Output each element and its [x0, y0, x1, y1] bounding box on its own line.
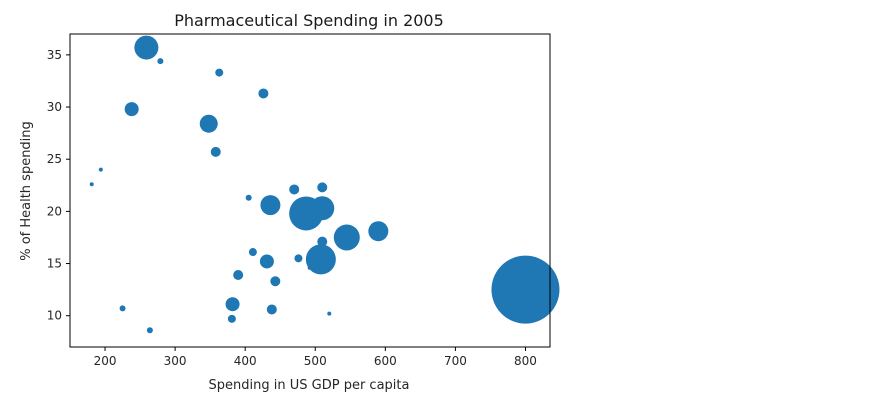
scatter-point — [227, 314, 236, 323]
scatter-point — [266, 304, 277, 315]
x-tick-label: 600 — [374, 354, 397, 368]
x-tick-label: 700 — [444, 354, 467, 368]
x-tick-label: 800 — [514, 354, 537, 368]
scatter-point — [333, 224, 360, 251]
scatter-point — [368, 221, 389, 242]
scatter-point — [270, 276, 281, 287]
scatter-point — [305, 244, 336, 275]
scatter-point — [199, 114, 218, 133]
scatter-point — [294, 254, 303, 263]
x-tick-label: 200 — [94, 354, 117, 368]
x-axis-ticks: 200 300 400 500 600 700 800 — [94, 347, 537, 368]
scatter-point — [491, 255, 560, 324]
scatter-point — [317, 236, 328, 247]
scatter-point — [146, 327, 153, 334]
x-tick-label: 400 — [234, 354, 257, 368]
scatter-point — [289, 184, 300, 195]
scatter-point — [124, 102, 139, 117]
scatter-point — [327, 311, 332, 316]
scatter-point — [157, 58, 164, 65]
points-layer — [89, 35, 560, 334]
x-axis-label: Spending in US GDP per capita — [209, 378, 410, 393]
y-axis-label: % of Health spending — [19, 121, 34, 261]
y-tick-label: 15 — [47, 257, 62, 271]
x-tick-label: 500 — [304, 354, 327, 368]
scatter-point — [225, 297, 240, 312]
scatter-point — [119, 305, 126, 312]
scatter-point — [317, 182, 328, 193]
y-tick-label: 20 — [47, 204, 62, 218]
y-tick-label: 25 — [47, 152, 62, 166]
scatter-point — [98, 167, 103, 172]
y-tick-label: 35 — [47, 48, 62, 62]
chart-title: Pharmaceutical Spending in 2005 — [174, 11, 444, 30]
y-tick-label: 10 — [47, 309, 62, 323]
scatter-point — [258, 88, 269, 99]
scatter-point — [245, 194, 252, 201]
x-tick-label: 300 — [164, 354, 187, 368]
scatter-point — [215, 68, 224, 77]
y-tick-label: 30 — [47, 100, 62, 114]
scatter-point — [310, 196, 335, 221]
plot-frame — [69, 33, 551, 348]
scatter-point — [260, 195, 281, 216]
y-axis-ticks: 10 15 20 25 30 35 — [47, 48, 70, 323]
scatter-point — [248, 248, 257, 257]
scatter-point — [259, 254, 274, 269]
scatter-point — [210, 146, 221, 157]
scatter-point — [89, 182, 94, 187]
scatter-point — [233, 270, 244, 281]
scatter-point — [134, 35, 159, 60]
